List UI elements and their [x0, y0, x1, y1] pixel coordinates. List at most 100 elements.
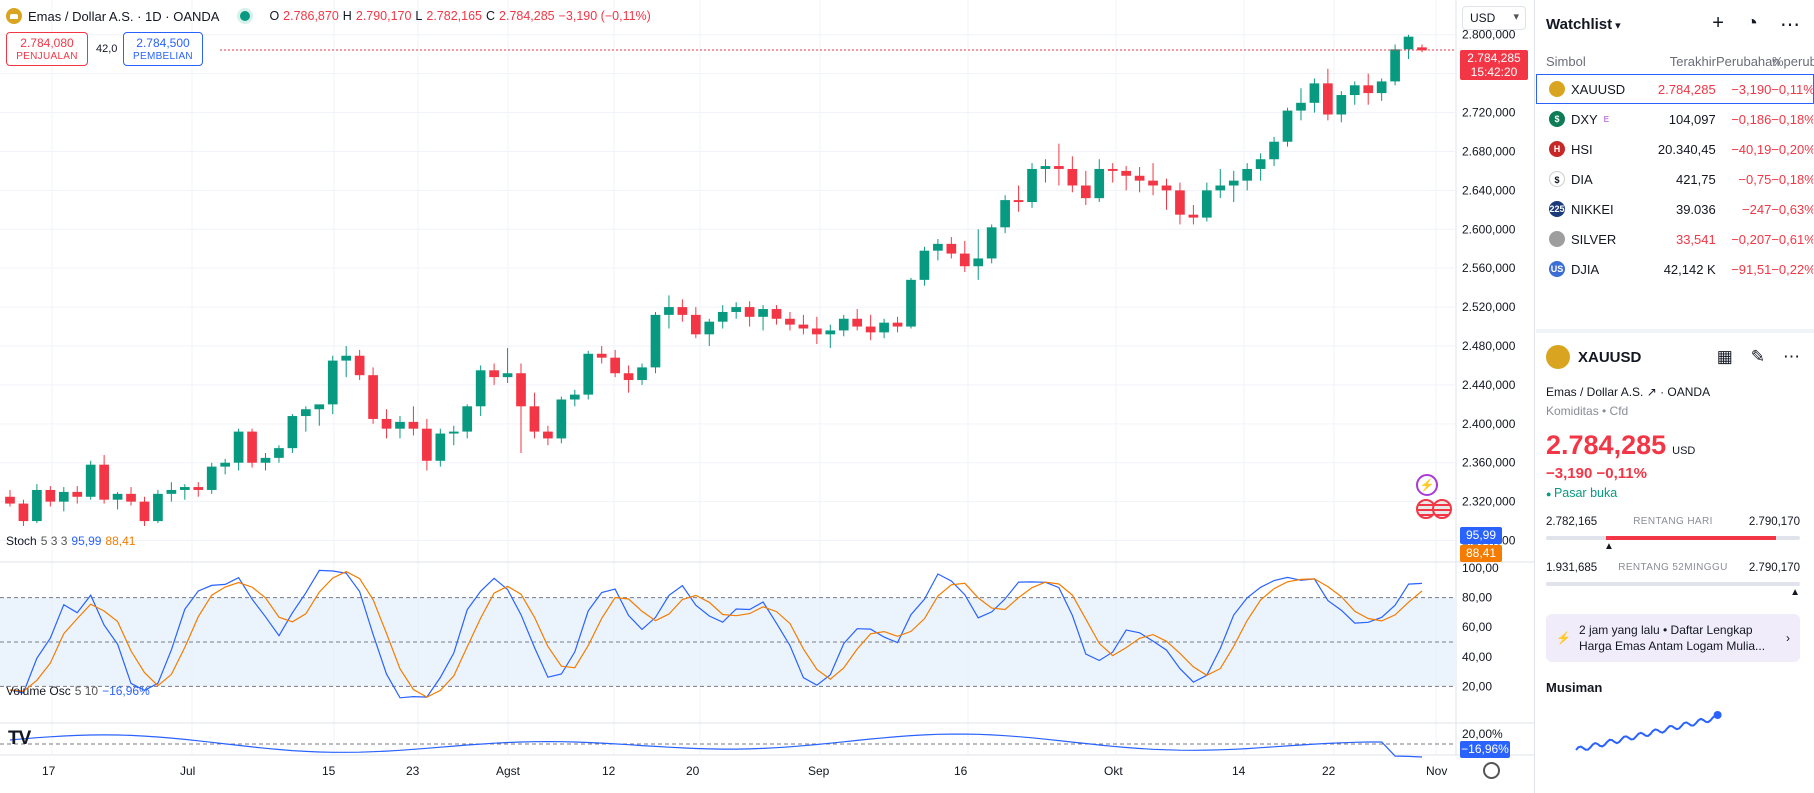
tradingview-logo-icon[interactable]: TV [8, 728, 31, 749]
watchlist-columns: Simbol Terakhir Perubahan %perubahan [1536, 48, 1814, 74]
col-pct[interactable]: %perubahan [1772, 53, 1814, 69]
date-tick: 16 [954, 764, 968, 778]
chart-area[interactable]: 2.800,0002.760,0002.720,0002.680,0002.64… [0, 0, 1535, 793]
candle [879, 322, 889, 333]
candle [838, 318, 849, 331]
more-icon[interactable]: ⋯ [1780, 13, 1800, 36]
detail-category: Komiditas • Cfd [1546, 404, 1629, 418]
edit-icon[interactable]: ✎ [1750, 347, 1765, 366]
watchlist-title[interactable]: Watchlist [1546, 16, 1621, 33]
add-symbol-icon[interactable]: + [1712, 11, 1724, 34]
candle [1390, 49, 1400, 82]
candle [1107, 168, 1118, 171]
candle [179, 487, 190, 490]
volume-osc-legend[interactable]: Volume Osc 5 10 −16,96% [6, 684, 150, 698]
more-icon[interactable]: ⋯ [1783, 347, 1800, 366]
candle [1148, 180, 1158, 186]
date-tick: 23 [406, 764, 420, 778]
watchlist-row[interactable]: $ DIA 421,75 −0,75 −0,18% [1536, 164, 1814, 194]
watchlist-row[interactable]: $ DXY E 104,097 −0,186 −0,18% [1536, 104, 1814, 134]
col-symbol[interactable]: Simbol [1546, 53, 1586, 69]
row-last: 2.784,285 [1657, 81, 1716, 97]
date-tick: Nov [1426, 764, 1448, 778]
candle [1054, 166, 1064, 169]
candle [354, 355, 365, 376]
watchlist-row[interactable]: US DJIA 42,142 K −91,51 −0,22% [1536, 254, 1814, 284]
watchlist-row[interactable]: XAUUSD 2.784,285 −3,190 −0,11% [1536, 74, 1814, 104]
row-pct: −0,18% [1771, 111, 1813, 127]
candle [435, 433, 446, 461]
row-change: −3,190 [1731, 81, 1772, 97]
us-flag-icon[interactable] [1432, 499, 1452, 519]
candle [274, 448, 284, 458]
sell-button[interactable]: 2.784,080 PENJUALAN [6, 32, 88, 66]
us-flag-icons[interactable] [1416, 499, 1452, 519]
detail-symbol[interactable]: XAUUSD [1578, 348, 1642, 366]
price-axis-label: 2.440,000 [1462, 378, 1516, 392]
col-change[interactable]: Perubahan [1716, 53, 1780, 69]
candle [758, 309, 768, 317]
currency-select[interactable]: USD [1462, 6, 1526, 30]
candle [973, 258, 984, 267]
date-tick: 12 [602, 764, 616, 778]
stoch-k-tag: 95,99 [1460, 527, 1502, 544]
price-axis-label: 2.680,000 [1462, 144, 1516, 158]
date-tick: Sep [808, 764, 830, 778]
candle [233, 431, 244, 463]
event-icons[interactable]: ⚡ [1416, 474, 1452, 519]
row-pct: −0,11% [1771, 81, 1813, 97]
candle [569, 394, 580, 400]
candle [448, 431, 459, 434]
detail-name[interactable]: Emas / Dollar A.S. ↗ · OANDA [1546, 385, 1711, 399]
candle [529, 406, 540, 432]
stoch-legend[interactable]: Stoch 5 3 3 95,99 88,41 [6, 534, 136, 548]
row-symbol: XAUUSD [1571, 81, 1626, 97]
buy-button[interactable]: 2.784,500 PEMBELIAN [123, 32, 203, 66]
symbol-icon [1549, 81, 1565, 97]
lightning-icon[interactable]: ⚡ [1416, 474, 1438, 496]
candle [1215, 185, 1226, 191]
candle [72, 491, 83, 497]
watchlist-row[interactable]: SILVER 33,541 −0,207 −0,61% [1536, 224, 1814, 254]
watchlist-row[interactable]: H HSI 20.340,45 −40,19 −0,20% [1536, 134, 1814, 164]
candle [1296, 102, 1306, 111]
candle [475, 370, 486, 407]
row-last: 104,097 [1668, 111, 1716, 127]
row-last: 39.036 [1675, 201, 1716, 217]
candle [422, 428, 432, 461]
candle [1094, 168, 1105, 199]
candle [785, 318, 795, 325]
row-change: −247 [1742, 201, 1772, 217]
panel-divider [1536, 329, 1814, 333]
watchlist-row[interactable]: 225 NIKKEI 39.036 −247 −0,63% [1536, 194, 1814, 224]
candle [301, 409, 311, 417]
candle [1417, 47, 1427, 51]
layout-icon[interactable]: ▦ [1716, 347, 1733, 366]
candle [744, 307, 755, 317]
candle [1067, 168, 1078, 186]
chart-canvas[interactable]: 2.800,0002.760,0002.720,0002.680,0002.64… [0, 0, 1535, 793]
candle [1242, 168, 1253, 181]
symbol-title[interactable]: Emas / Dollar A.S. · 1D · OANDA [28, 8, 220, 24]
row-pct: −0,61% [1771, 231, 1813, 247]
price-axis-label: 2.720,000 [1462, 106, 1516, 120]
candle [1269, 141, 1279, 160]
candle [731, 307, 742, 312]
date-tick: 22 [1322, 764, 1336, 778]
candle [287, 416, 298, 449]
market-open-icon [237, 8, 254, 24]
week52-range: 1.931,685 RENTANG 52MINGGU 2.790,170 [1546, 562, 1800, 574]
advanced-view-icon[interactable]: ◔ [1745, 11, 1758, 34]
col-last[interactable]: Terakhir [1669, 53, 1716, 69]
candle [408, 421, 419, 429]
candle [341, 355, 352, 361]
news-card[interactable]: ⚡ 2 jam yang lalu • Daftar Lengkap Harga… [1546, 614, 1800, 662]
detail-change: −3,190 −0,11% [1546, 465, 1647, 482]
candle [556, 399, 567, 439]
settings-gear-icon[interactable] [1483, 762, 1500, 779]
date-tick: 14 [1232, 764, 1246, 778]
symbol-legend[interactable]: Emas / Dollar A.S. · 1D · OANDA O 2.786,8… [6, 8, 651, 24]
seasonal-mini-chart[interactable] [1546, 695, 1796, 755]
candle [99, 464, 109, 500]
candle [314, 404, 325, 410]
